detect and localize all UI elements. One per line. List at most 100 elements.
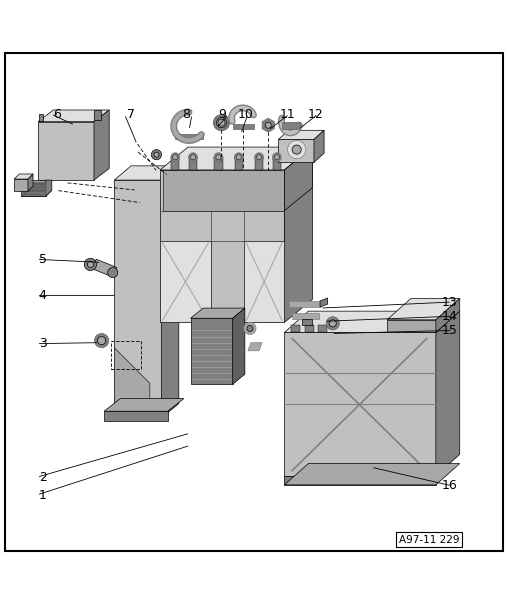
Circle shape bbox=[216, 155, 221, 160]
Polygon shape bbox=[436, 298, 460, 332]
Circle shape bbox=[257, 155, 262, 160]
Circle shape bbox=[218, 119, 225, 126]
Polygon shape bbox=[160, 147, 312, 170]
Text: 15: 15 bbox=[442, 324, 458, 337]
Polygon shape bbox=[171, 157, 179, 170]
Circle shape bbox=[87, 262, 93, 268]
Polygon shape bbox=[289, 301, 320, 307]
Polygon shape bbox=[292, 313, 319, 320]
Circle shape bbox=[154, 152, 159, 157]
Polygon shape bbox=[22, 185, 45, 188]
Polygon shape bbox=[233, 308, 245, 384]
Polygon shape bbox=[114, 166, 179, 180]
Polygon shape bbox=[175, 134, 203, 140]
Polygon shape bbox=[38, 110, 109, 121]
Text: 5: 5 bbox=[39, 253, 47, 266]
Text: 12: 12 bbox=[308, 108, 324, 121]
Circle shape bbox=[173, 155, 178, 160]
Text: 13: 13 bbox=[442, 295, 458, 309]
Text: A97-11 229: A97-11 229 bbox=[399, 535, 460, 545]
Circle shape bbox=[98, 336, 106, 345]
Circle shape bbox=[171, 153, 180, 162]
Polygon shape bbox=[160, 241, 211, 323]
Circle shape bbox=[247, 326, 253, 332]
Polygon shape bbox=[89, 259, 117, 275]
Polygon shape bbox=[244, 241, 284, 323]
Circle shape bbox=[255, 153, 264, 162]
Text: 2: 2 bbox=[39, 471, 47, 484]
Text: 1: 1 bbox=[39, 489, 47, 501]
Text: 8: 8 bbox=[182, 108, 190, 121]
Polygon shape bbox=[284, 311, 460, 332]
Polygon shape bbox=[282, 121, 300, 129]
Circle shape bbox=[213, 115, 230, 131]
Polygon shape bbox=[39, 114, 43, 121]
Polygon shape bbox=[214, 157, 223, 170]
Polygon shape bbox=[21, 180, 46, 196]
Polygon shape bbox=[22, 189, 45, 191]
Polygon shape bbox=[302, 319, 312, 325]
Polygon shape bbox=[318, 325, 327, 332]
Polygon shape bbox=[291, 325, 300, 332]
Polygon shape bbox=[284, 147, 312, 211]
Text: 10: 10 bbox=[238, 108, 253, 121]
Text: 6: 6 bbox=[53, 108, 61, 121]
Polygon shape bbox=[104, 399, 184, 411]
Circle shape bbox=[236, 155, 241, 160]
Polygon shape bbox=[387, 320, 436, 332]
Polygon shape bbox=[114, 348, 150, 418]
Circle shape bbox=[265, 122, 271, 128]
Polygon shape bbox=[162, 166, 179, 418]
Bar bbox=[111, 341, 141, 369]
Circle shape bbox=[288, 141, 306, 159]
Polygon shape bbox=[190, 308, 245, 318]
Circle shape bbox=[84, 259, 97, 271]
Text: 11: 11 bbox=[279, 108, 295, 121]
Polygon shape bbox=[284, 332, 436, 476]
Polygon shape bbox=[305, 325, 314, 332]
Polygon shape bbox=[273, 157, 281, 170]
Circle shape bbox=[234, 153, 243, 162]
Polygon shape bbox=[278, 140, 314, 162]
Circle shape bbox=[272, 153, 281, 162]
Polygon shape bbox=[22, 182, 45, 185]
Polygon shape bbox=[284, 476, 436, 485]
Polygon shape bbox=[190, 318, 233, 384]
Polygon shape bbox=[114, 180, 162, 418]
Polygon shape bbox=[284, 147, 312, 323]
Polygon shape bbox=[46, 180, 52, 196]
Circle shape bbox=[214, 153, 223, 162]
Polygon shape bbox=[314, 130, 324, 162]
Text: 4: 4 bbox=[39, 289, 47, 302]
Text: 3: 3 bbox=[39, 337, 47, 350]
Circle shape bbox=[216, 118, 227, 128]
Circle shape bbox=[94, 333, 109, 348]
Polygon shape bbox=[278, 130, 324, 140]
Circle shape bbox=[292, 145, 301, 154]
Text: 9: 9 bbox=[218, 108, 227, 121]
Polygon shape bbox=[14, 174, 33, 179]
Circle shape bbox=[274, 155, 279, 160]
Polygon shape bbox=[94, 110, 101, 120]
Text: 14: 14 bbox=[442, 310, 458, 323]
Polygon shape bbox=[104, 411, 168, 422]
Polygon shape bbox=[255, 157, 263, 170]
Polygon shape bbox=[160, 170, 284, 323]
Circle shape bbox=[151, 150, 162, 160]
Circle shape bbox=[244, 323, 256, 335]
Polygon shape bbox=[38, 121, 94, 180]
Polygon shape bbox=[28, 174, 33, 191]
Text: 16: 16 bbox=[442, 480, 458, 492]
Polygon shape bbox=[233, 124, 254, 129]
Circle shape bbox=[190, 155, 196, 160]
Polygon shape bbox=[320, 298, 328, 307]
Polygon shape bbox=[163, 170, 284, 211]
Polygon shape bbox=[235, 157, 243, 170]
Polygon shape bbox=[387, 298, 460, 320]
Polygon shape bbox=[94, 110, 109, 180]
Circle shape bbox=[329, 320, 336, 327]
Polygon shape bbox=[436, 311, 460, 476]
Polygon shape bbox=[214, 115, 229, 131]
Circle shape bbox=[108, 268, 118, 278]
Polygon shape bbox=[21, 190, 52, 196]
